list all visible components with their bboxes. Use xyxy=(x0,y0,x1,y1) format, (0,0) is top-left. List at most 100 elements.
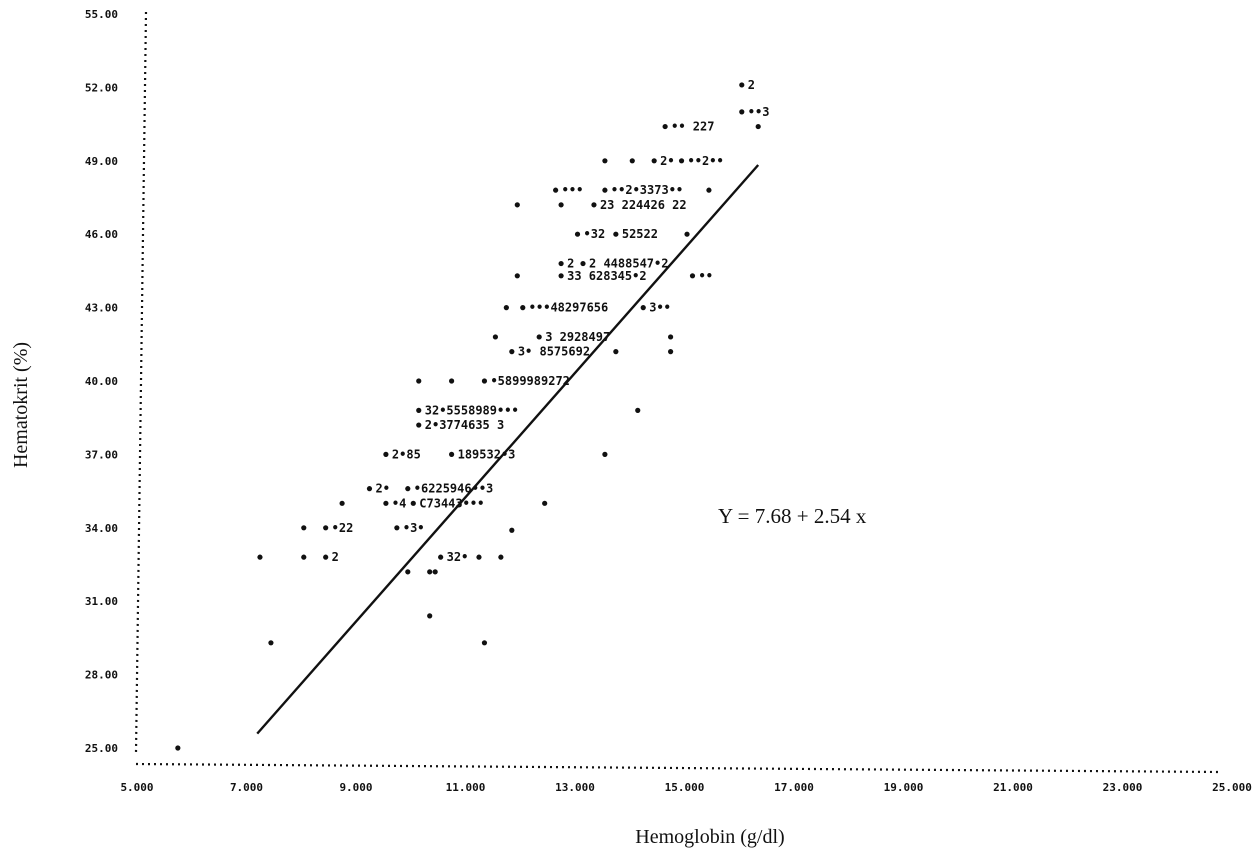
data-point xyxy=(602,451,608,457)
x-tick-labels: 5.000 7.000 9.000 11.000 13.000 15.000 17.000 1… xyxy=(120,781,1251,794)
data-point xyxy=(432,569,438,575)
data-point xyxy=(580,260,586,267)
data-point xyxy=(613,231,619,237)
data-point xyxy=(410,500,416,506)
data-point xyxy=(706,187,712,193)
x-tick-label: 21.000 xyxy=(993,781,1033,794)
data-point-label: 23 224426 22 xyxy=(600,198,687,212)
data-point xyxy=(668,349,674,355)
y-tick-label: 40.00 xyxy=(85,375,118,388)
data-point xyxy=(640,305,646,311)
data-point xyxy=(438,554,444,560)
data-point xyxy=(591,202,597,208)
data-point xyxy=(383,451,389,457)
data-point-label: ••3 xyxy=(748,105,770,119)
y-tick-label: 49.00 xyxy=(85,155,118,168)
data-point xyxy=(542,500,548,506)
data-point xyxy=(323,554,329,560)
data-point-label: 33 628345•2 xyxy=(567,269,646,283)
data-point-label: •22 xyxy=(332,521,354,535)
data-point-label: C73443••• xyxy=(419,496,484,510)
data-point xyxy=(416,378,422,384)
data-point xyxy=(602,158,608,164)
data-point-label: •4 xyxy=(392,496,406,510)
x-tick-label: 23.000 xyxy=(1103,781,1143,794)
x-tick-label: 9.000 xyxy=(339,781,372,794)
data-point xyxy=(629,158,635,164)
data-point xyxy=(739,82,745,88)
data-point xyxy=(662,123,668,130)
data-point xyxy=(481,640,488,646)
data-point xyxy=(739,109,745,115)
x-tick-label: 11.000 xyxy=(446,781,486,794)
data-point-label: 2 xyxy=(748,78,755,92)
data-point xyxy=(553,187,559,193)
data-point-label: 32•5558989••• xyxy=(425,403,519,417)
data-point xyxy=(684,231,690,237)
data-point-label: •• 227 xyxy=(671,120,714,134)
data-point-label: 2•85 xyxy=(392,447,421,461)
x-tick-label: 15.000 xyxy=(665,781,705,794)
y-tick-labels: 25.00 28.00 31.00 34.00 37.00 40.00 43.00 46.00… xyxy=(85,8,118,755)
data-point xyxy=(613,349,619,355)
data-point-label: 2•3774635 3 xyxy=(425,418,504,432)
y-tick-label: 37.00 xyxy=(85,448,118,461)
data-point-label: 2• xyxy=(375,482,389,496)
data-point xyxy=(175,745,181,751)
data-points: 2 32••22 •3••4 C73443•••2• •6225946••32•85 18… xyxy=(175,78,769,751)
data-point-label: ••2•• xyxy=(688,154,724,168)
data-point xyxy=(366,486,373,492)
data-point xyxy=(635,407,641,413)
data-point xyxy=(416,422,422,428)
data-point xyxy=(520,305,526,311)
data-point xyxy=(514,273,520,279)
data-point-label: 2 xyxy=(332,550,339,564)
data-point xyxy=(602,187,608,193)
data-point xyxy=(678,158,685,164)
data-point xyxy=(323,525,329,531)
data-point xyxy=(301,554,307,560)
data-point-label: 2 xyxy=(567,257,574,271)
y-tick-label: 46.00 xyxy=(85,228,118,241)
data-point xyxy=(558,273,564,279)
data-point-label: 32• xyxy=(447,550,469,564)
data-point-label: 3•• xyxy=(649,301,671,315)
data-point xyxy=(514,202,520,208)
data-point-label: •5899989272 xyxy=(490,374,569,388)
data-point xyxy=(668,334,674,340)
data-point xyxy=(268,640,274,646)
data-point-label: 3• 8575692 xyxy=(518,345,590,359)
data-point-label: 52522 xyxy=(622,227,658,241)
x-axis xyxy=(135,762,1221,774)
data-point xyxy=(339,500,345,506)
data-point-label: •• xyxy=(699,269,713,283)
x-tick-label: 17.000 xyxy=(774,781,814,794)
y-tick-label: 52.00 xyxy=(85,81,118,94)
x-tick-label: 13.000 xyxy=(555,781,595,794)
data-point xyxy=(427,569,433,575)
data-point xyxy=(481,378,488,384)
y-tick-label: 25.00 xyxy=(85,742,118,755)
data-point-label: 2• xyxy=(660,154,674,168)
data-point-label: 3 2928497 xyxy=(545,330,610,344)
data-point xyxy=(509,527,515,533)
data-point-label: •6225946••3 xyxy=(414,482,493,496)
y-tick-label: 55.00 xyxy=(85,8,118,21)
y-tick-label: 31.00 xyxy=(85,595,118,608)
y-axis xyxy=(134,11,148,753)
data-point-label: •3• xyxy=(403,521,425,535)
data-point xyxy=(476,554,482,560)
data-point xyxy=(498,554,504,560)
x-axis-title: Hemoglobin (g/dl) xyxy=(635,826,784,848)
data-point-label: 2 4488547•2 xyxy=(589,257,668,271)
data-point xyxy=(383,500,389,506)
data-point xyxy=(755,123,761,130)
data-point xyxy=(427,613,433,619)
data-point xyxy=(689,273,696,279)
data-point xyxy=(394,525,400,531)
data-point xyxy=(257,554,263,560)
data-point-label: •••48297656 xyxy=(529,301,608,315)
data-point xyxy=(651,158,657,164)
x-tick-label: 5.000 xyxy=(120,781,153,794)
